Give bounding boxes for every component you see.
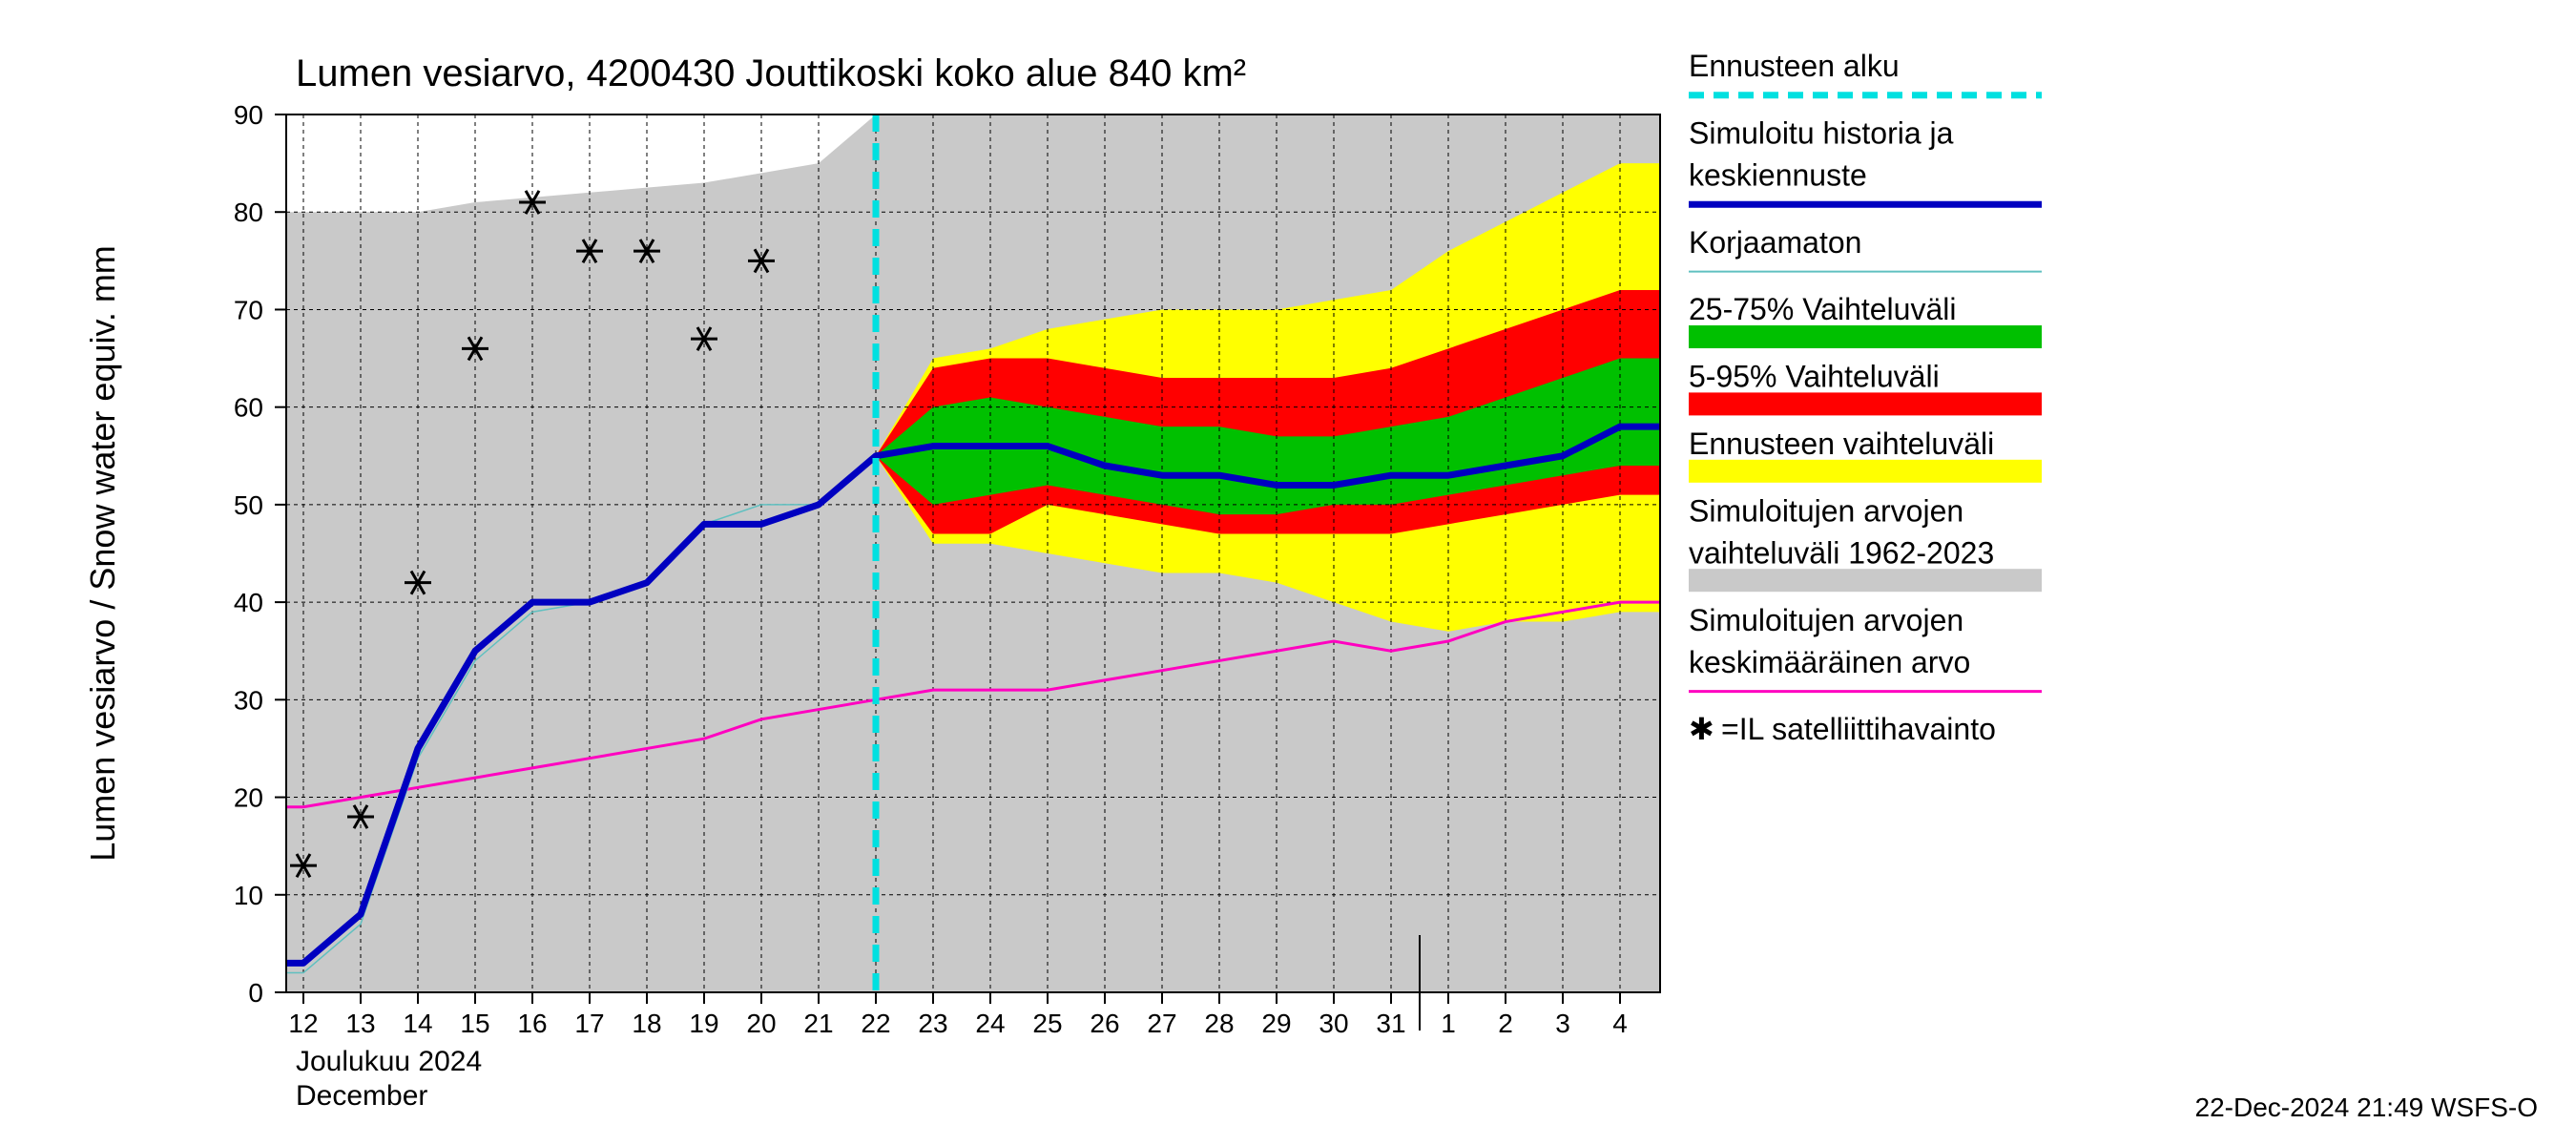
legend-swatch xyxy=(1689,569,2042,592)
ytick-label: 30 xyxy=(234,685,263,715)
ytick-label: 10 xyxy=(234,881,263,910)
ytick-label: 70 xyxy=(234,295,263,324)
snow-water-chart: 0102030405060708090121314151617181920212… xyxy=(0,0,2576,1145)
legend-label: Simuloitujen arvojen xyxy=(1689,493,1963,528)
month-label-1: Joulukuu 2024 xyxy=(296,1046,482,1077)
legend-label: =IL satelliittihavainto xyxy=(1721,712,1996,746)
legend-swatch xyxy=(1689,460,2042,483)
xtick-label: 25 xyxy=(1032,1009,1062,1038)
xtick-label: 12 xyxy=(288,1009,318,1038)
legend-swatch xyxy=(1689,392,2042,415)
chart-svg: 0102030405060708090121314151617181920212… xyxy=(0,0,2576,1145)
legend-label: 25-75% Vaihteluväli xyxy=(1689,292,1956,326)
ytick-label: 20 xyxy=(234,783,263,813)
xtick-label: 20 xyxy=(746,1009,776,1038)
legend-label: keskimääräinen arvo xyxy=(1689,645,1970,679)
xtick-label: 13 xyxy=(345,1009,375,1038)
xtick-label: 2 xyxy=(1498,1009,1513,1038)
legend-label: Ennusteen alku xyxy=(1689,49,1900,83)
xtick-label: 22 xyxy=(861,1009,890,1038)
bands-group xyxy=(286,114,1660,992)
ytick-label: 40 xyxy=(234,588,263,617)
legend-label: Korjaamaton xyxy=(1689,225,1861,260)
legend-label: Simuloitu historia ja xyxy=(1689,115,1954,150)
xtick-label: 23 xyxy=(918,1009,947,1038)
footer-timestamp: 22-Dec-2024 21:49 WSFS-O xyxy=(2195,1093,2539,1122)
xtick-label: 21 xyxy=(803,1009,833,1038)
xtick-label: 14 xyxy=(403,1009,432,1038)
xtick-label: 16 xyxy=(517,1009,547,1038)
xtick-label: 30 xyxy=(1319,1009,1348,1038)
legend-label: keskiennuste xyxy=(1689,157,1867,192)
ytick-label: 0 xyxy=(248,978,263,1008)
ytick-label: 90 xyxy=(234,100,263,130)
chart-title: Lumen vesiarvo, 4200430 Jouttikoski koko… xyxy=(296,52,1246,94)
xtick-label: 26 xyxy=(1090,1009,1119,1038)
ytick-label: 80 xyxy=(234,198,263,227)
xtick-label: 28 xyxy=(1204,1009,1234,1038)
xtick-label: 1 xyxy=(1441,1009,1456,1038)
xtick-label: 4 xyxy=(1612,1009,1628,1038)
legend-marker-symbol: ✱ xyxy=(1689,712,1714,746)
xtick-label: 31 xyxy=(1376,1009,1405,1038)
xtick-label: 29 xyxy=(1261,1009,1291,1038)
legend-label: Simuloitujen arvojen xyxy=(1689,603,1963,637)
xtick-label: 19 xyxy=(689,1009,718,1038)
xtick-label: 3 xyxy=(1555,1009,1570,1038)
xtick-label: 18 xyxy=(632,1009,661,1038)
xtick-label: 24 xyxy=(975,1009,1005,1038)
ytick-label: 50 xyxy=(234,490,263,520)
ytick-label: 60 xyxy=(234,393,263,423)
yaxis-label: Lumen vesiarvo / Snow water equiv. mm xyxy=(83,245,122,862)
legend-label: Ennusteen vaihteluväli xyxy=(1689,427,1994,461)
xtick-label: 15 xyxy=(460,1009,489,1038)
xtick-label: 27 xyxy=(1147,1009,1176,1038)
month-label-2: December xyxy=(296,1080,427,1112)
legend-label: vaihteluväli 1962-2023 xyxy=(1689,535,1994,570)
legend-swatch xyxy=(1689,325,2042,348)
legend-label: 5-95% Vaihteluväli xyxy=(1689,360,1940,394)
xtick-label: 17 xyxy=(574,1009,604,1038)
